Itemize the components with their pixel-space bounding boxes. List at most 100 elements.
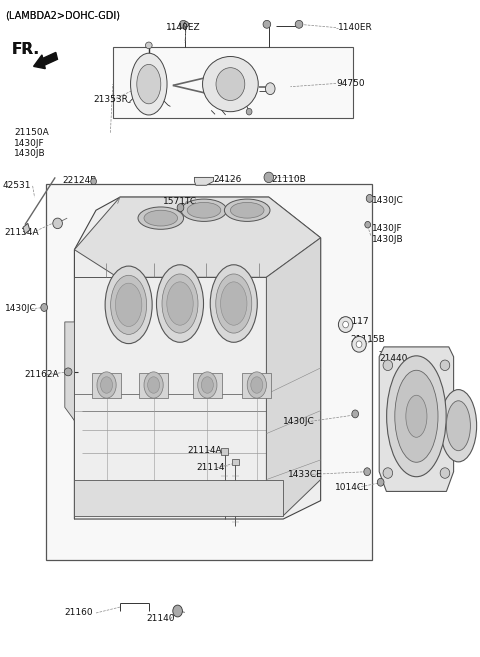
Bar: [92, 373, 121, 398]
Text: 21162A: 21162A: [24, 370, 59, 379]
Bar: [113, 47, 353, 118]
Text: 21134A: 21134A: [5, 228, 39, 237]
Text: 1430JF: 1430JF: [14, 139, 45, 148]
Ellipse shape: [203, 57, 258, 112]
Text: 22124B: 22124B: [62, 175, 97, 185]
Ellipse shape: [364, 468, 371, 476]
Text: 1433CE: 1433CE: [288, 470, 323, 479]
Polygon shape: [266, 238, 321, 516]
Ellipse shape: [137, 64, 161, 104]
Ellipse shape: [202, 377, 213, 393]
Ellipse shape: [181, 199, 227, 221]
Bar: [193, 373, 222, 398]
Ellipse shape: [247, 372, 266, 398]
Ellipse shape: [173, 605, 182, 617]
Text: 21353R: 21353R: [94, 95, 129, 104]
Ellipse shape: [365, 221, 371, 228]
Ellipse shape: [356, 341, 362, 348]
Ellipse shape: [184, 22, 189, 27]
Text: 21115B: 21115B: [350, 335, 385, 344]
Ellipse shape: [116, 283, 142, 327]
Text: 21114A: 21114A: [187, 445, 222, 455]
Ellipse shape: [221, 282, 247, 325]
Ellipse shape: [387, 356, 446, 477]
Ellipse shape: [145, 42, 152, 49]
Ellipse shape: [144, 210, 178, 226]
Ellipse shape: [264, 172, 274, 183]
Polygon shape: [379, 347, 454, 491]
Text: 1140ER: 1140ER: [338, 23, 373, 32]
Text: 1430JB: 1430JB: [14, 149, 46, 158]
Ellipse shape: [230, 202, 264, 218]
Text: 21117: 21117: [341, 317, 370, 327]
Ellipse shape: [111, 275, 147, 334]
Ellipse shape: [180, 20, 187, 28]
Ellipse shape: [64, 368, 72, 376]
Ellipse shape: [338, 317, 353, 332]
Ellipse shape: [177, 204, 184, 212]
Ellipse shape: [91, 178, 96, 185]
Ellipse shape: [216, 68, 245, 101]
Ellipse shape: [440, 390, 477, 462]
Text: 1014CL: 1014CL: [335, 483, 369, 492]
Ellipse shape: [377, 478, 384, 486]
Text: 1430JB: 1430JB: [372, 235, 404, 244]
Ellipse shape: [162, 274, 198, 333]
Ellipse shape: [383, 468, 393, 478]
Text: 21443: 21443: [403, 407, 432, 416]
Text: 21114: 21114: [197, 463, 225, 472]
Ellipse shape: [144, 372, 163, 398]
Ellipse shape: [251, 377, 263, 393]
Ellipse shape: [101, 377, 112, 393]
Text: 21160: 21160: [65, 608, 94, 618]
Ellipse shape: [440, 468, 450, 478]
Ellipse shape: [295, 20, 303, 28]
Ellipse shape: [440, 360, 450, 371]
Ellipse shape: [263, 20, 271, 28]
Ellipse shape: [105, 266, 152, 344]
Text: 21140: 21140: [146, 614, 175, 623]
Text: 1430JC: 1430JC: [372, 196, 404, 205]
Polygon shape: [74, 197, 321, 277]
Bar: [46, 184, 372, 560]
Text: (LAMBDA2>DOHC-GDI): (LAMBDA2>DOHC-GDI): [5, 11, 120, 21]
Text: 1140EZ: 1140EZ: [166, 23, 200, 32]
Ellipse shape: [131, 53, 167, 115]
Ellipse shape: [352, 336, 366, 352]
Bar: [242, 373, 271, 398]
Ellipse shape: [366, 194, 373, 202]
Text: 21150A: 21150A: [14, 128, 49, 137]
Polygon shape: [23, 223, 30, 234]
Ellipse shape: [167, 282, 193, 325]
Polygon shape: [74, 480, 283, 516]
Text: 24126: 24126: [214, 175, 242, 184]
Ellipse shape: [148, 377, 159, 393]
Ellipse shape: [198, 372, 217, 398]
Polygon shape: [194, 177, 214, 185]
Text: FR.: FR.: [12, 43, 40, 57]
Polygon shape: [67, 197, 321, 519]
Text: 21110B: 21110B: [271, 175, 306, 184]
Ellipse shape: [343, 321, 348, 328]
Ellipse shape: [138, 207, 184, 229]
Ellipse shape: [156, 265, 204, 342]
Ellipse shape: [216, 274, 252, 333]
Ellipse shape: [352, 410, 359, 418]
Ellipse shape: [187, 202, 221, 218]
Bar: [221, 448, 228, 455]
Ellipse shape: [446, 401, 470, 451]
Text: 1430JF: 1430JF: [372, 224, 403, 233]
Bar: [232, 459, 239, 465]
Ellipse shape: [225, 199, 270, 221]
Ellipse shape: [395, 371, 438, 463]
Text: 21440: 21440: [379, 353, 408, 363]
Ellipse shape: [383, 360, 393, 371]
Ellipse shape: [97, 372, 116, 398]
Ellipse shape: [210, 265, 257, 342]
Text: 42531: 42531: [2, 181, 31, 191]
Ellipse shape: [406, 396, 427, 438]
Polygon shape: [65, 322, 74, 420]
Ellipse shape: [265, 83, 275, 95]
Bar: [139, 373, 168, 398]
Text: 94750: 94750: [336, 79, 365, 88]
